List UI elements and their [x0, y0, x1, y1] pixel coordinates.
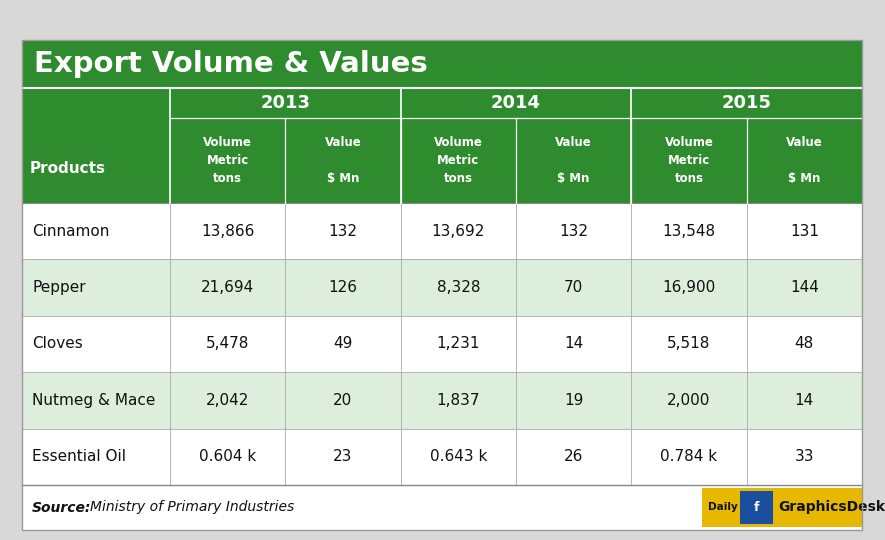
Text: 13,866: 13,866	[201, 224, 254, 239]
Text: Volume
Metric
tons: Volume Metric tons	[434, 136, 483, 185]
Bar	[22, 316, 862, 372]
Bar	[22, 485, 862, 530]
Text: 48: 48	[795, 336, 814, 352]
Text: Export Volume & Values: Export Volume & Values	[34, 50, 427, 78]
Text: 144: 144	[790, 280, 819, 295]
Text: 1,231: 1,231	[436, 336, 480, 352]
Text: Value

$ Mn: Value $ Mn	[786, 136, 823, 185]
Text: 70: 70	[564, 280, 583, 295]
Text: 0.604 k: 0.604 k	[199, 449, 257, 464]
Text: 1,837: 1,837	[436, 393, 480, 408]
Text: Value

$ Mn: Value $ Mn	[325, 136, 361, 185]
Text: 131: 131	[789, 224, 819, 239]
Bar	[22, 40, 862, 88]
Text: 14: 14	[564, 336, 583, 352]
Text: Nutmeg & Mace: Nutmeg & Mace	[32, 393, 156, 408]
Bar	[702, 488, 862, 527]
Text: 19: 19	[564, 393, 583, 408]
Text: Value

$ Mn: Value $ Mn	[555, 136, 592, 185]
Text: Essential Oil: Essential Oil	[32, 449, 126, 464]
Text: 8,328: 8,328	[436, 280, 480, 295]
Text: Cloves: Cloves	[32, 336, 83, 352]
Text: 0.643 k: 0.643 k	[429, 449, 487, 464]
Bar	[22, 429, 862, 485]
Text: 13,548: 13,548	[663, 224, 716, 239]
Text: 132: 132	[559, 224, 589, 239]
Bar	[22, 259, 862, 316]
Text: 2,042: 2,042	[206, 393, 250, 408]
Text: 0.784 k: 0.784 k	[660, 449, 718, 464]
Text: 20: 20	[334, 393, 352, 408]
Text: 5,478: 5,478	[206, 336, 250, 352]
Text: 14: 14	[795, 393, 814, 408]
Text: 5,518: 5,518	[667, 336, 711, 352]
Text: 126: 126	[328, 280, 358, 295]
Text: Cinnamon: Cinnamon	[32, 224, 110, 239]
Text: GraphicsDesk: GraphicsDesk	[778, 501, 885, 515]
Bar	[22, 372, 862, 429]
Text: Source:: Source:	[32, 501, 91, 515]
Text: Ministry of Primary Industries: Ministry of Primary Industries	[90, 501, 294, 515]
Text: Volume
Metric
tons: Volume Metric tons	[204, 136, 252, 185]
Text: 49: 49	[334, 336, 353, 352]
Text: Pepper: Pepper	[32, 280, 86, 295]
Text: Products: Products	[30, 161, 106, 176]
Bar	[22, 203, 862, 259]
Text: 2013: 2013	[260, 94, 311, 112]
Text: 23: 23	[334, 449, 353, 464]
Text: Daily: Daily	[708, 503, 738, 512]
Text: 2,000: 2,000	[667, 393, 711, 408]
Text: 2014: 2014	[491, 94, 541, 112]
Text: 26: 26	[564, 449, 583, 464]
Text: f: f	[754, 501, 759, 514]
Text: 2015: 2015	[721, 94, 772, 112]
Text: 132: 132	[328, 224, 358, 239]
Text: 13,692: 13,692	[432, 224, 485, 239]
Text: Volume
Metric
tons: Volume Metric tons	[665, 136, 713, 185]
Bar	[740, 491, 773, 524]
Text: 33: 33	[795, 449, 814, 464]
Text: 16,900: 16,900	[662, 280, 716, 295]
Bar	[22, 88, 862, 203]
Text: 21,694: 21,694	[201, 280, 254, 295]
